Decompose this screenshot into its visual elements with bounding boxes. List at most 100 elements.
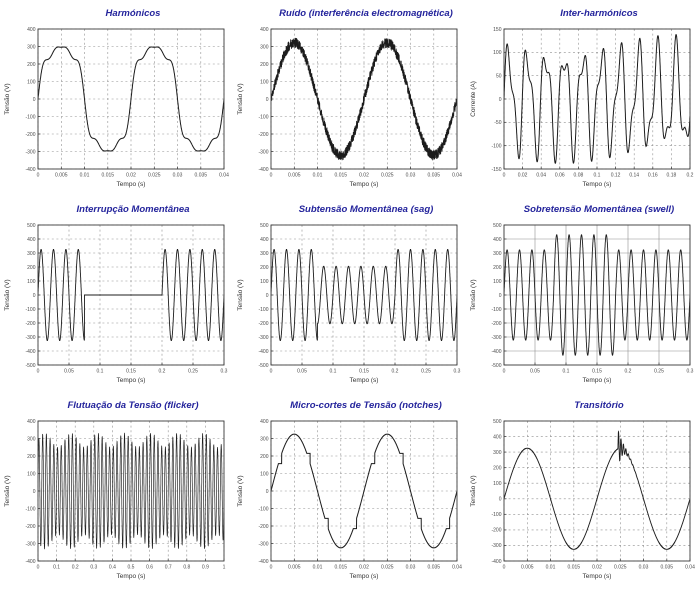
y-tick-label: 100 (27, 279, 36, 285)
y-axis-label: Tensão (V) (4, 279, 11, 310)
x-tick-labels: 0 0.005 0.01 0.015 0.02 0.025 0.03 0.035 0.04 (270, 173, 462, 179)
y-tick-label: 200 (260, 265, 269, 271)
x-tick-label: 0.2 (392, 369, 399, 375)
y-tick-label: 50 (496, 74, 502, 80)
y-tick-label: 0 (33, 97, 36, 103)
y-tick-label: 300 (27, 251, 36, 257)
x-tick-label: 0.015 (335, 173, 348, 179)
transitorio-waveform-plot: 0 0.005 0.01 0.015 0.02 0.025 0.03 0.035 0.04 500… (466, 417, 699, 591)
y-axis-label: Tensão (V) (237, 279, 244, 310)
x-tick-label: 0.1 (97, 369, 104, 375)
x-tick-label: 0.2 (625, 369, 632, 375)
x-tick-labels: 0 0.05 0.1 0.15 0.2 0.25 0.3 (270, 369, 461, 375)
plot-title-inter-harmonicos: Inter-harmónicos (560, 8, 638, 19)
tick-marks (270, 28, 458, 170)
y-tick-labels: 150 100 50 0 -50 -100 -150 (491, 27, 501, 173)
y-tick-label: 400 (27, 237, 36, 243)
y-tick-label: -100 (258, 307, 268, 313)
y-tick-labels: 400 300 200 100 0 -100 -200 -300 -400 (258, 27, 268, 173)
tick-marks (270, 420, 458, 562)
y-tick-label: -300 (491, 543, 501, 549)
x-tick-label: 0.04 (536, 173, 546, 179)
y-tick-label: -200 (25, 321, 35, 327)
plot-cell-flutuacao-flicker: Flutuação da Tensão (flicker) 0 0.1 0.2 0.3… (0, 395, 233, 591)
y-tick-label: -300 (25, 149, 35, 155)
x-tick-label: 0.05 (64, 369, 74, 375)
y-tick-label: 200 (27, 454, 36, 460)
x-tick-label: 0.05 (530, 369, 540, 375)
x-tick-label: 0 (503, 565, 506, 571)
y-tick-labels: 500 400 300 200 100 0 -100 -200 -300 -400 -500 (25, 223, 35, 369)
x-tick-label: 0.01 (80, 173, 90, 179)
y-tick-label: -400 (25, 349, 35, 355)
x-tick-label: 0.25 (188, 369, 198, 375)
y-tick-label: 400 (493, 434, 502, 440)
y-tick-label: 400 (260, 237, 269, 243)
y-tick-label: -400 (491, 349, 501, 355)
x-tick-label: 0.01 (546, 565, 556, 571)
plot-background (466, 417, 699, 591)
y-tick-labels: 400 300 200 100 0 -100 -200 -300 -400 (25, 27, 35, 173)
y-tick-label: 400 (27, 419, 36, 425)
y-tick-label: -100 (25, 307, 35, 313)
x-tick-label: 0.04 (452, 565, 462, 571)
y-tick-label: -500 (491, 363, 501, 369)
x-tick-label: 0.15 (359, 369, 369, 375)
x-tick-label: 0.02 (592, 565, 602, 571)
y-tick-label: -200 (491, 321, 501, 327)
y-axis-label: Corrente (A) (470, 81, 477, 117)
plot-background (0, 25, 233, 199)
y-tick-label: 0 (266, 489, 269, 495)
x-axis-label: Tempo (s) (117, 377, 146, 384)
x-tick-label: 0.14 (629, 173, 639, 179)
x-tick-label: 0.035 (195, 173, 208, 179)
y-tick-label: 500 (493, 419, 502, 425)
inter-harmonicos-waveform-plot: 0 0.02 0.04 0.06 0.08 0.1 0.12 0.14 0.16 0.18 0.2 1… (466, 25, 699, 199)
y-tick-label: 200 (27, 265, 36, 271)
y-tick-label: -100 (491, 307, 501, 313)
x-tick-labels: 0 0.005 0.01 0.015 0.02 0.025 0.03 0.035 0.04 (270, 565, 462, 571)
y-axis-label: Tensão (V) (4, 83, 11, 114)
plot-cell-interrupcao: Interrupção Momentânea 0 0.05 0.1 0.15 0.2 0.… (0, 199, 233, 395)
waveform-path (38, 46, 224, 152)
y-tick-label: -50 (494, 120, 501, 126)
x-tick-label: 0.16 (648, 173, 658, 179)
y-tick-label: 200 (493, 265, 502, 271)
x-tick-label: 0 (37, 173, 40, 179)
x-tick-label: 0.04 (452, 173, 462, 179)
y-tick-label: -100 (491, 512, 501, 518)
y-tick-label: -100 (258, 506, 268, 512)
y-axis-label: Tensão (V) (4, 475, 11, 506)
y-tick-label: -500 (258, 363, 268, 369)
x-tick-label: 0 (270, 369, 273, 375)
micro-cortes-notches-waveform-plot: 0 0.005 0.01 0.015 0.02 0.025 0.03 0.035 0.04 400… (233, 417, 466, 591)
plot-title-micro-cortes-notches: Micro-cortes de Tensão (notches) (290, 400, 442, 411)
y-tick-label: -500 (25, 363, 35, 369)
waveform-path (38, 249, 224, 341)
x-tick-label: 0.04 (685, 565, 695, 571)
y-tick-label: 100 (260, 471, 269, 477)
x-tick-label: 0 (270, 173, 273, 179)
tick-marks (37, 28, 225, 170)
x-axis-label: Tempo (s) (350, 573, 379, 580)
plot-cell-micro-cortes-notches: Micro-cortes de Tensão (notches) 0 0.005 0… (233, 395, 466, 591)
y-axis-label: Tensão (V) (237, 475, 244, 506)
x-tick-label: 0.01 (313, 173, 323, 179)
y-tick-label: 0 (266, 97, 269, 103)
x-tick-labels: 0 0.02 0.04 0.06 0.08 0.1 0.12 0.14 0.16 0.18 0.2 (503, 173, 694, 179)
y-tick-labels: 500 400 300 200 100 0 -100 -200 -300 -400 -500 (258, 223, 268, 369)
x-tick-label: 0.035 (428, 173, 441, 179)
x-tick-label: 0.3 (687, 369, 694, 375)
x-axis-label: Tempo (s) (583, 573, 612, 580)
y-tick-labels: 400 300 200 100 0 -100 -200 -300 -400 (258, 419, 268, 565)
y-tick-label: 300 (260, 44, 269, 50)
y-tick-label: -400 (258, 559, 268, 565)
interrupcao-waveform-plot: 0 0.05 0.1 0.15 0.2 0.25 0.3 500 400 300 200 100 0 -1… (0, 221, 233, 395)
y-tick-label: 200 (260, 454, 269, 460)
y-tick-label: 300 (493, 251, 502, 257)
y-tick-label: 100 (493, 279, 502, 285)
x-tick-labels: 0 0.005 0.01 0.015 0.02 0.025 0.03 0.035 0.04 (37, 173, 229, 179)
y-tick-label: 400 (260, 419, 269, 425)
plot-cell-harmonicos: Harmónicos 0 0.005 0.01 0.015 0.02 0.025 0.03 0… (0, 3, 233, 199)
x-tick-labels: 0 0.005 0.01 0.015 0.02 0.025 0.03 0.035 0.04 (503, 565, 695, 571)
